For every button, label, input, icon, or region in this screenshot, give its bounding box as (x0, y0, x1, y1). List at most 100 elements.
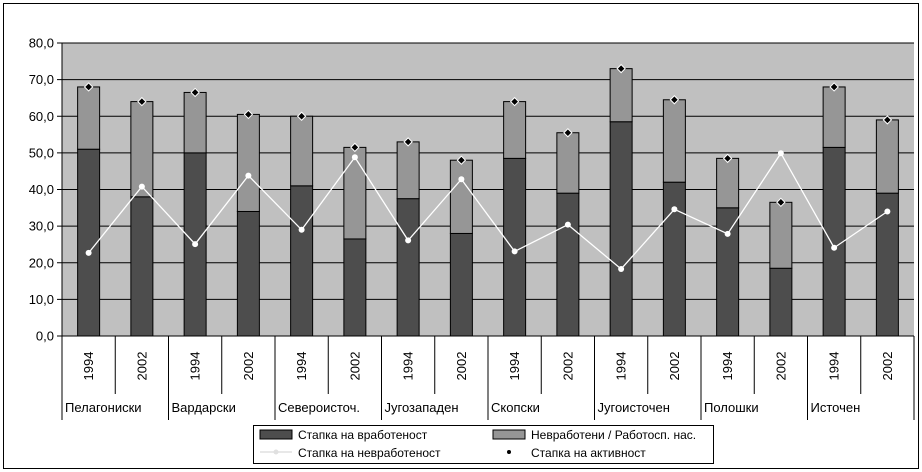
bar-employment (449, 232, 473, 337)
x-tick-label-year: 1994 (827, 352, 842, 381)
unemployment-point (511, 248, 518, 255)
x-tick-label-year: 2002 (560, 352, 575, 381)
activity-marker (616, 63, 626, 74)
x-tick-label-year: 1994 (294, 352, 309, 381)
x-tick-label-region: Вардарски (172, 400, 236, 415)
y-tick-label: 20,0 (29, 255, 54, 270)
x-tick-label-region: Скопски (491, 400, 540, 415)
x-tick-label-region: Источен (811, 400, 861, 415)
activity-marker (882, 115, 893, 125)
x-tick-label-year: 2002 (347, 352, 362, 381)
unemployment-point (405, 237, 412, 244)
bar-employment (290, 185, 314, 337)
unemployment-point (724, 230, 731, 237)
activity-marker (296, 111, 307, 121)
bar-unemployed (716, 157, 740, 209)
y-tick-label: 0,0 (36, 329, 54, 344)
y-tick-label: 50,0 (29, 145, 54, 160)
x-tick-label-year: 1994 (720, 352, 735, 381)
x-tick-label-year: 2002 (134, 352, 149, 381)
activity-marker (403, 137, 413, 147)
unemployment-point (884, 208, 891, 215)
bar-employment (130, 196, 154, 337)
legend-label-unemployment: Стапка на невработеност (298, 446, 441, 460)
x-tick-label-year: 2002 (241, 352, 256, 381)
unemployment-point (564, 221, 571, 228)
legend-marker-activity (507, 450, 511, 454)
bar-employment (609, 121, 633, 337)
unemployment-point (458, 176, 465, 183)
bar-employment (343, 238, 367, 337)
bar-unemployed (449, 159, 473, 234)
activity-markers (83, 63, 893, 208)
x-tick-label-year: 1994 (188, 352, 203, 381)
bar-employment (822, 146, 846, 337)
y-tick-label: 30,0 (29, 219, 54, 234)
x-tick-label-region: Југоисточен (598, 400, 670, 415)
legend-marker-unemployment (273, 449, 279, 455)
legend: Стапка на вработеност Невработени / Рабо… (253, 425, 714, 464)
bar-unemployed (130, 101, 154, 198)
bar-unemployed (875, 119, 899, 194)
bar-unemployed (236, 113, 260, 212)
legend-box (253, 425, 714, 464)
y-tick-label: 60,0 (29, 109, 54, 124)
x-tick-label-region: Пелагониски (65, 400, 142, 415)
bar-employment (236, 210, 260, 337)
unemployment-line (88, 151, 888, 270)
bar-unemployed (769, 201, 793, 269)
unemployment-line-series (85, 150, 891, 272)
x-tick-label-region: Североисточ. (278, 400, 360, 415)
unemployment-point (777, 150, 784, 157)
x-tick-label-year: 1994 (614, 352, 629, 381)
x-axis: 1994 2002 1994 2002 1994 2002 1994 2002 1994 2002… (61, 335, 915, 420)
legend-swatch-unemployed (492, 429, 526, 440)
bar-unemployed (396, 141, 420, 200)
x-tick-label-year: 1994 (81, 352, 96, 381)
x-tick-label-year: 2002 (773, 352, 788, 381)
x-tick-label-year: 2002 (880, 352, 895, 381)
bar-unemployed (609, 68, 633, 123)
unemployment-point (831, 244, 838, 251)
unemployment-point (671, 206, 678, 213)
activity-marker (350, 142, 360, 153)
bar-unemployed (503, 101, 527, 159)
activity-marker (563, 128, 573, 138)
unemployment-point (245, 172, 252, 179)
bar-employment (716, 207, 740, 337)
activity-marker (190, 87, 200, 98)
bar-unemployed (343, 146, 367, 240)
legend-label-unemployed: Невработени / Работосп. нас. (531, 428, 696, 442)
bar-employment (662, 181, 686, 337)
unemployment-point (138, 183, 145, 190)
bar-unemployed (290, 115, 314, 187)
y-axis: 0,0 10,0 20,0 30,0 40,0 50,0 60,0 70,0 80,0 (29, 36, 63, 344)
legend-label-activity: Стапка на активност (531, 446, 646, 460)
activity-marker (137, 96, 147, 107)
bar-unemployed (822, 86, 846, 148)
unemployment-point (85, 249, 92, 256)
activity-marker (722, 153, 733, 164)
activity-marker (243, 109, 254, 120)
activity-marker (829, 82, 839, 92)
x-tick-label-year: 1994 (401, 352, 416, 381)
activity-marker (83, 82, 94, 92)
activity-marker (776, 197, 786, 208)
activity-marker (669, 95, 680, 105)
bar-employment (875, 192, 899, 337)
x-tick-label-region: Југозападен (385, 400, 459, 415)
x-tick-label-region: Полошки (704, 400, 759, 415)
unemployment-point (351, 154, 358, 161)
y-tick-label: 70,0 (29, 72, 54, 87)
y-tick-label: 10,0 (29, 292, 54, 307)
activity-marker (509, 96, 520, 107)
x-tick-label-year: 1994 (507, 352, 522, 381)
unemployment-point (192, 241, 199, 248)
bar-unemployed (556, 132, 580, 194)
legend-label-employment: Стапка на вработеност (298, 428, 428, 442)
legend-swatch-employment (259, 429, 293, 440)
bar-unemployed (77, 86, 101, 150)
bar-employment (396, 198, 420, 337)
